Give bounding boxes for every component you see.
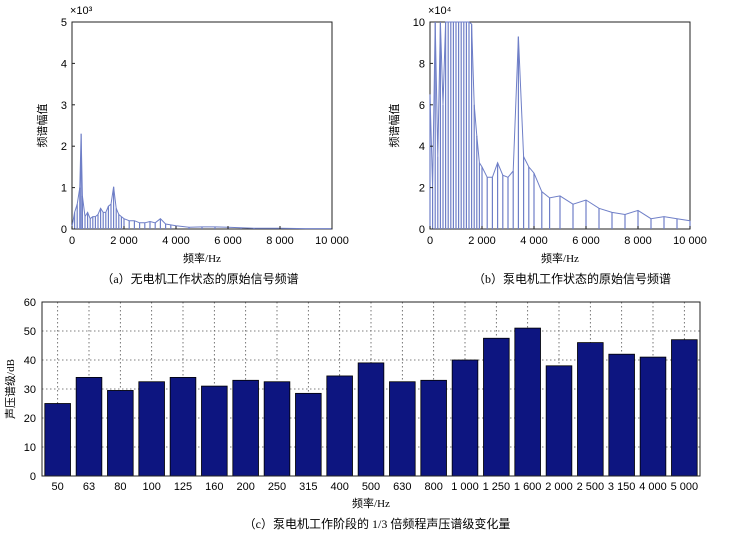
x-tick-label: 63 <box>83 481 95 493</box>
y-tick-label: 8 <box>419 58 425 70</box>
x-tick-label: 315 <box>299 481 317 493</box>
x-tick-label: 500 <box>362 481 380 493</box>
y-axis-label: 频谱幅值 <box>35 104 49 148</box>
x-tick-label: 125 <box>174 481 192 493</box>
bar <box>451 359 479 477</box>
bar <box>545 365 573 477</box>
y-tick-label: 20 <box>24 413 36 425</box>
plot-frame-c <box>41 301 701 477</box>
x-tick-label: 4 000 <box>520 235 548 247</box>
caption-a: （a）无电机工作状态的原始信号频谱 <box>101 271 298 286</box>
x-tick-label: 1 000 <box>451 481 479 493</box>
bar <box>639 356 667 477</box>
y-multiplier: ×10⁴ <box>428 5 452 17</box>
x-tick-label: 8 000 <box>624 235 652 247</box>
x-axis-label: 频率/Hz <box>352 496 390 510</box>
y-tick-label: 10 <box>24 442 36 454</box>
x-axis-label: 频率/Hz <box>183 251 221 265</box>
bar <box>107 390 134 477</box>
y-tick-label: 2 <box>61 141 67 153</box>
bar <box>169 376 197 477</box>
y-tick-label: 60 <box>24 297 36 309</box>
bar <box>75 376 103 477</box>
x-tick-label: 3 150 <box>608 481 636 493</box>
spectrum-outline-a <box>71 133 332 230</box>
x-tick-label: 6 000 <box>214 235 242 247</box>
bar <box>389 381 416 477</box>
x-tick-label: 2 000 <box>110 235 138 247</box>
bar <box>138 381 165 477</box>
bar <box>263 381 291 477</box>
x-tick-label: 160 <box>205 481 223 493</box>
x-tick-label: 6 000 <box>572 235 600 247</box>
x-tick-label: 800 <box>424 481 442 493</box>
x-tick-label: 4 000 <box>162 235 190 247</box>
x-tick-label: 10 000 <box>673 235 707 247</box>
x-tick-label: 1 250 <box>483 481 511 493</box>
bar <box>483 337 510 477</box>
x-tick-label: 400 <box>330 481 348 493</box>
bar <box>577 342 604 477</box>
x-tick-label: 2 500 <box>577 481 605 493</box>
caption-b: （b）泵电机工作状态的原始信号频谱 <box>473 271 671 286</box>
bar <box>420 379 447 477</box>
x-tick-label: 0 <box>427 235 433 247</box>
y-tick-label: 40 <box>24 355 36 367</box>
y-multiplier: ×10³ <box>70 5 93 17</box>
x-tick-label: 2 000 <box>468 235 496 247</box>
y-tick-label: 0 <box>61 224 67 236</box>
x-tick-label: 50 <box>52 481 64 493</box>
y-tick-label: 50 <box>24 326 36 338</box>
y-axis-label: 频谱幅值 <box>387 104 401 148</box>
y-tick-label: 1 <box>61 183 67 195</box>
bar <box>608 353 635 477</box>
plot-area-b <box>429 21 691 230</box>
x-tick-label: 0 <box>69 235 75 247</box>
y-tick-label: 5 <box>61 17 67 29</box>
x-tick-label: 250 <box>268 481 286 493</box>
y-tick-label: 3 <box>61 100 67 112</box>
y-tick-label: 30 <box>24 384 36 396</box>
x-tick-label: 1 600 <box>514 481 542 493</box>
bar <box>295 392 322 477</box>
x-tick-label: 8 000 <box>266 235 294 247</box>
x-tick-label: 630 <box>393 481 411 493</box>
x-tick-label: 4 000 <box>639 481 667 493</box>
plot-area-a <box>71 21 333 230</box>
y-tick-label: 4 <box>419 141 425 153</box>
bar <box>514 327 541 477</box>
bar <box>232 379 259 477</box>
x-tick-label: 80 <box>114 481 126 493</box>
y-axis-label: 声压谱级/dB <box>3 359 17 419</box>
spectrum-outline-b <box>429 21 691 222</box>
y-tick-label: 0 <box>419 224 425 236</box>
x-tick-label: 100 <box>142 481 160 493</box>
y-tick-label: 6 <box>419 100 425 112</box>
x-tick-label: 2 000 <box>545 481 573 493</box>
bar <box>326 375 353 477</box>
x-axis-label: 频率/Hz <box>541 251 579 265</box>
caption-c: （c）泵电机工作阶段的 1/3 倍频程声压谱级变化量 <box>244 516 511 531</box>
bar <box>44 403 71 477</box>
x-tick-label: 5 000 <box>671 481 699 493</box>
y-tick-label: 4 <box>61 58 67 70</box>
x-tick-label: 10 000 <box>315 235 349 247</box>
bar <box>201 385 228 477</box>
y-tick-label: 2 <box>419 183 425 195</box>
y-tick-label: 10 <box>413 17 425 29</box>
x-tick-label: 200 <box>236 481 254 493</box>
y-tick-label: 0 <box>30 471 36 483</box>
bar <box>357 362 385 477</box>
bar <box>671 339 698 477</box>
